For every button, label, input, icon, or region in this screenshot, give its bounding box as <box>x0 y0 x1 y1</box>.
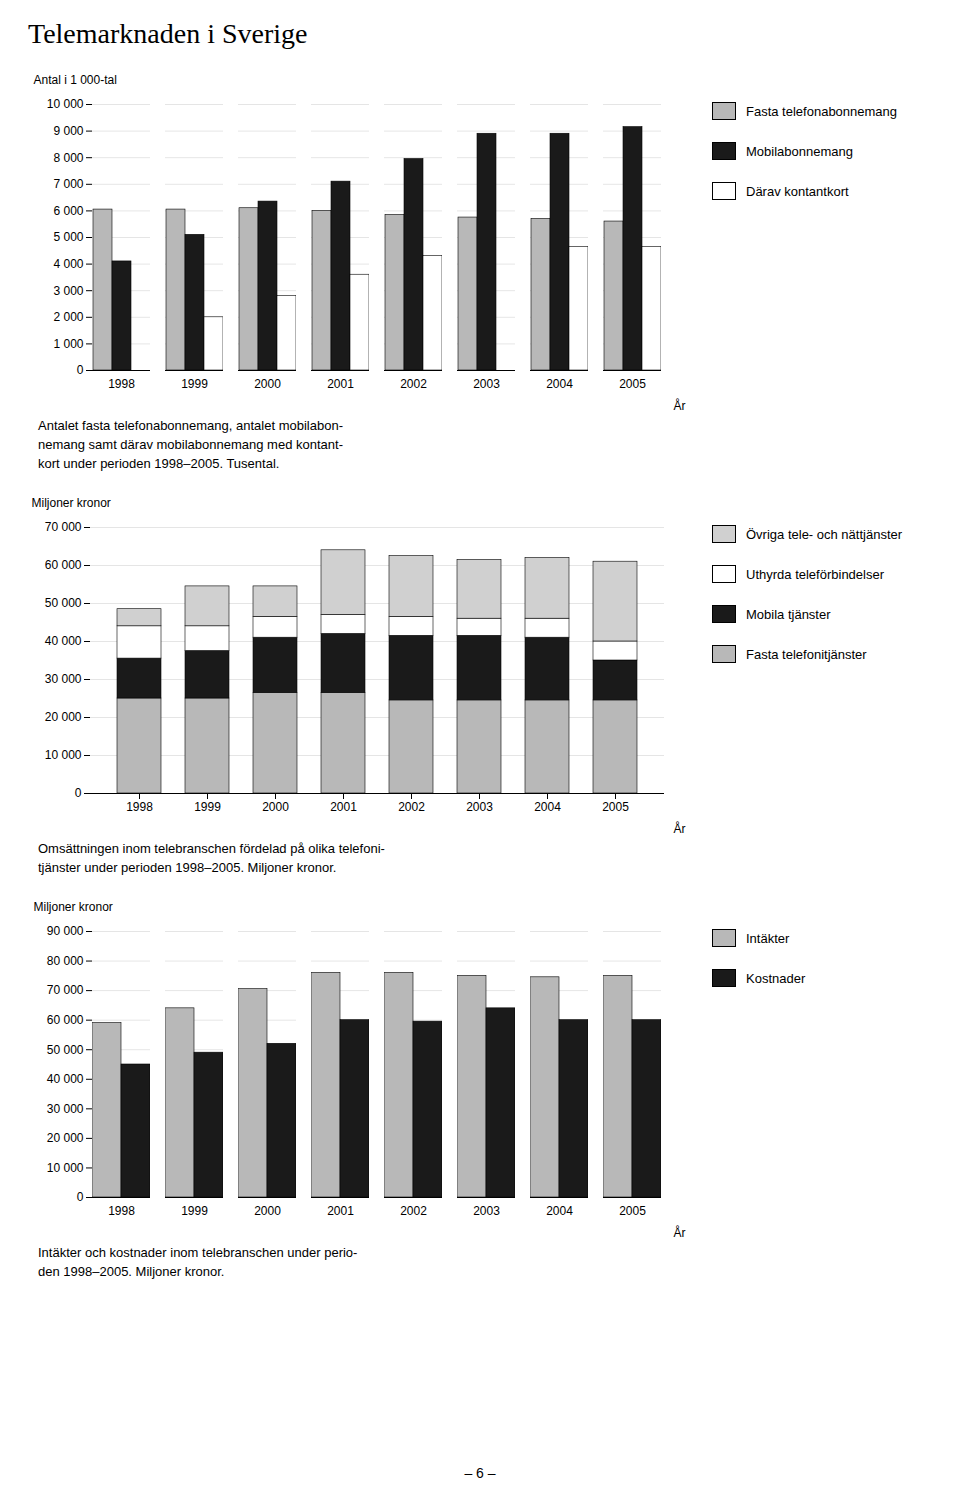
svg-text:50 000: 50 000 <box>47 1043 84 1057</box>
svg-text:2002: 2002 <box>400 377 427 391</box>
svg-text:20 000: 20 000 <box>47 1131 84 1145</box>
svg-text:2 000: 2 000 <box>53 310 83 324</box>
svg-text:2004: 2004 <box>546 377 573 391</box>
svg-text:70 000: 70 000 <box>45 520 82 534</box>
svg-text:10 000: 10 000 <box>47 97 84 111</box>
svg-text:2003: 2003 <box>473 1204 500 1218</box>
html-text:Omsättningen inom telebransche: Omsättningen inom telebranschen fördelad… <box>38 841 385 856</box>
html-text:Intäkter: Intäkter <box>746 930 790 946</box>
svg-text:4 000: 4 000 <box>53 257 83 271</box>
svg-text:2002: 2002 <box>398 800 425 814</box>
svg-text:6 000: 6 000 <box>53 204 83 218</box>
svg-text:1998: 1998 <box>108 377 135 391</box>
svg-text:År: År <box>674 821 686 836</box>
svg-text:60 000: 60 000 <box>45 558 82 572</box>
svg-text:2000: 2000 <box>254 377 281 391</box>
svg-text:Antal i 1 000-tal: Antal i 1 000-tal <box>34 73 117 87</box>
html-text:nemang samt därav mobilabonnem: nemang samt därav mobilabonnemang med ko… <box>38 437 343 452</box>
svg-text:40 000: 40 000 <box>47 1072 84 1086</box>
svg-text:2001: 2001 <box>327 1204 354 1218</box>
html-text:Därav kontantkort: Därav kontantkort <box>746 183 849 199</box>
svg-text:90 000: 90 000 <box>47 924 84 938</box>
svg-text:0: 0 <box>77 1190 84 1204</box>
svg-text:2005: 2005 <box>619 1204 646 1218</box>
html-text:Kostnader: Kostnader <box>746 970 806 986</box>
html-text:Antalet fasta telefonabonneman: Antalet fasta telefonabonnemang, antalet… <box>38 418 343 433</box>
html-text:Uthyrda teleförbindelser: Uthyrda teleförbindelser <box>746 566 884 582</box>
svg-text:8 000: 8 000 <box>53 151 83 165</box>
svg-text:5 000: 5 000 <box>53 230 83 244</box>
svg-text:2001: 2001 <box>330 800 357 814</box>
html-text:tjänster under perioden 1998–2: tjänster under perioden 1998–2005. Miljo… <box>38 860 337 875</box>
svg-text:30 000: 30 000 <box>47 1102 84 1116</box>
svg-text:Miljoner kronor: Miljoner kronor <box>34 900 113 914</box>
svg-text:1998: 1998 <box>108 1204 135 1218</box>
svg-text:2004: 2004 <box>546 1204 573 1218</box>
svg-text:7 000: 7 000 <box>53 177 83 191</box>
html-text:– 6 –: – 6 – <box>464 1465 496 1481</box>
html-text:Fasta telefonitjänster: Fasta telefonitjänster <box>746 646 867 662</box>
html-text:Intäkter och kostnader inom te: Intäkter och kostnader inom telebransche… <box>38 1245 358 1260</box>
svg-text:0: 0 <box>77 363 84 377</box>
html-text:Mobila tjänster: Mobila tjänster <box>746 606 831 622</box>
svg-text:60 000: 60 000 <box>47 1013 84 1027</box>
svg-text:2005: 2005 <box>619 377 646 391</box>
html-text:Mobilabonnemang: Mobilabonnemang <box>746 143 853 159</box>
svg-text:0: 0 <box>75 786 82 800</box>
svg-text:År: År <box>674 1225 686 1240</box>
svg-text:10 000: 10 000 <box>45 748 82 762</box>
svg-text:1998: 1998 <box>126 800 153 814</box>
svg-text:1999: 1999 <box>181 377 208 391</box>
svg-text:2003: 2003 <box>466 800 493 814</box>
svg-text:2005: 2005 <box>602 800 629 814</box>
html-text:kort under perioden 1998–2005.: kort under perioden 1998–2005. Tusental. <box>38 456 280 471</box>
svg-text:3 000: 3 000 <box>53 284 83 298</box>
svg-text:10 000: 10 000 <box>47 1161 84 1175</box>
svg-text:År: År <box>674 398 686 413</box>
svg-text:2004: 2004 <box>534 800 561 814</box>
svg-text:9 000: 9 000 <box>53 124 83 138</box>
svg-text:20 000: 20 000 <box>45 710 82 724</box>
html-text:Övriga tele- och nättjänster: Övriga tele- och nättjänster <box>746 526 903 542</box>
svg-text:1999: 1999 <box>181 1204 208 1218</box>
html-text:Fasta telefonabonnemang: Fasta telefonabonnemang <box>746 103 898 119</box>
html-text:den 1998–2005. Miljoner kronor: den 1998–2005. Miljoner kronor. <box>38 1264 225 1279</box>
svg-text:2003: 2003 <box>473 377 500 391</box>
svg-text:2000: 2000 <box>262 800 289 814</box>
svg-text:40 000: 40 000 <box>45 634 82 648</box>
svg-text:2000: 2000 <box>254 1204 281 1218</box>
svg-text:50 000: 50 000 <box>45 596 82 610</box>
svg-text:1 000: 1 000 <box>53 337 83 351</box>
html-text:Telemarknaden i Sverige: Telemarknaden i Sverige <box>28 18 308 49</box>
svg-text:1999: 1999 <box>194 800 221 814</box>
svg-text:80 000: 80 000 <box>47 954 84 968</box>
svg-text:2001: 2001 <box>327 377 354 391</box>
svg-text:Miljoner kronor: Miljoner kronor <box>32 496 111 510</box>
svg-text:30 000: 30 000 <box>45 672 82 686</box>
svg-text:2002: 2002 <box>400 1204 427 1218</box>
svg-text:70 000: 70 000 <box>47 983 84 997</box>
